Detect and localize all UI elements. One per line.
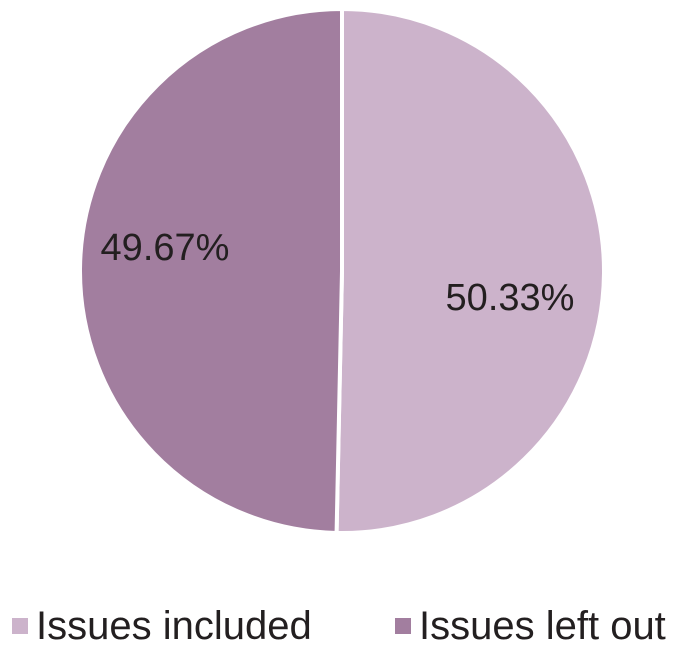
data-label-issues-left-out: 49.67%	[101, 227, 230, 269]
legend-item-issues-included: Issues included	[12, 604, 312, 648]
legend: Issues included Issues left out	[0, 604, 690, 648]
legend-swatch-issues-included	[12, 618, 28, 634]
legend-item-issues-left-out: Issues left out	[395, 604, 666, 648]
legend-label-issues-left-out: Issues left out	[419, 604, 666, 648]
data-labels: 50.33% 49.67%	[101, 227, 575, 319]
pie-slices	[78, 7, 606, 535]
pie-slice-issues-included	[334, 7, 606, 535]
pie-slice-issues-left-out	[78, 7, 344, 535]
data-label-issues-included: 50.33%	[446, 277, 575, 319]
legend-label-issues-included: Issues included	[36, 604, 312, 648]
legend-swatch-issues-left-out	[395, 618, 411, 634]
